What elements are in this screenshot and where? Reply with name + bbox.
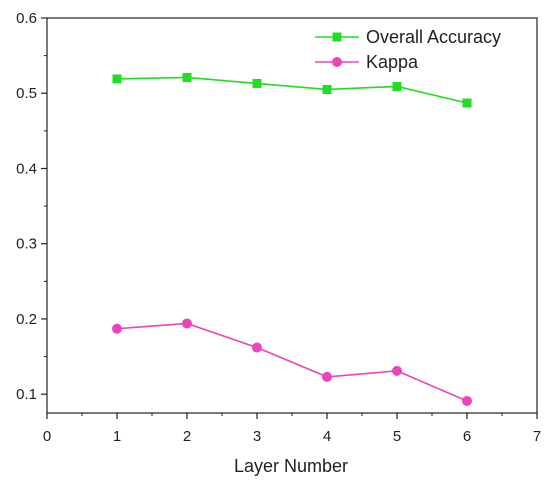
- x-tick-label: 7: [533, 428, 541, 445]
- data-point: [252, 78, 262, 88]
- x-tick-label: 6: [463, 428, 471, 445]
- legend-item: Overall Accuracy: [315, 27, 501, 47]
- legend-marker: [332, 32, 342, 42]
- data-point: [392, 81, 402, 91]
- data-point: [392, 365, 402, 376]
- series-1: [112, 72, 472, 108]
- series-line: [116, 76, 468, 104]
- data-point: [252, 342, 262, 353]
- data-point: [322, 371, 332, 382]
- legend: Overall Accuracy Kappa: [315, 27, 501, 72]
- legend-label: Kappa: [366, 52, 419, 72]
- data-point: [112, 323, 122, 334]
- x-axis: 0 1 2 3 4 5 6 7: [43, 413, 541, 445]
- x-tick-label: 2: [183, 428, 191, 445]
- x-axis-title: Layer Number: [234, 456, 348, 476]
- x-tick-label: 3: [253, 428, 261, 445]
- x-tick-label: 0: [43, 428, 51, 445]
- y-tick-label: 0.1: [16, 386, 37, 403]
- y-tick-label: 0.6: [16, 10, 37, 27]
- data-point: [182, 72, 192, 82]
- y-tick-label: 0.2: [16, 311, 37, 328]
- x-tick-label: 5: [393, 428, 401, 445]
- y-tick-label: 0.4: [16, 160, 37, 177]
- data-point: [462, 395, 472, 406]
- data-point: [182, 318, 192, 329]
- y-tick-label: 0.3: [16, 236, 37, 253]
- y-tick-label: 0.5: [16, 85, 37, 102]
- x-tick-label: 1: [113, 428, 121, 445]
- series-2: [112, 318, 472, 406]
- legend-marker: [332, 57, 342, 67]
- series-layer: [112, 72, 472, 406]
- x-tick-label: 4: [323, 428, 331, 445]
- legend-label: Overall Accuracy: [366, 27, 501, 47]
- y-axis: 0.1 0.2 0.3 0.4 0.5 0.6: [16, 10, 47, 403]
- legend-item: Kappa: [315, 52, 419, 72]
- data-point: [322, 84, 332, 94]
- data-point: [112, 74, 122, 84]
- series-line: [116, 322, 468, 402]
- data-point: [462, 98, 472, 108]
